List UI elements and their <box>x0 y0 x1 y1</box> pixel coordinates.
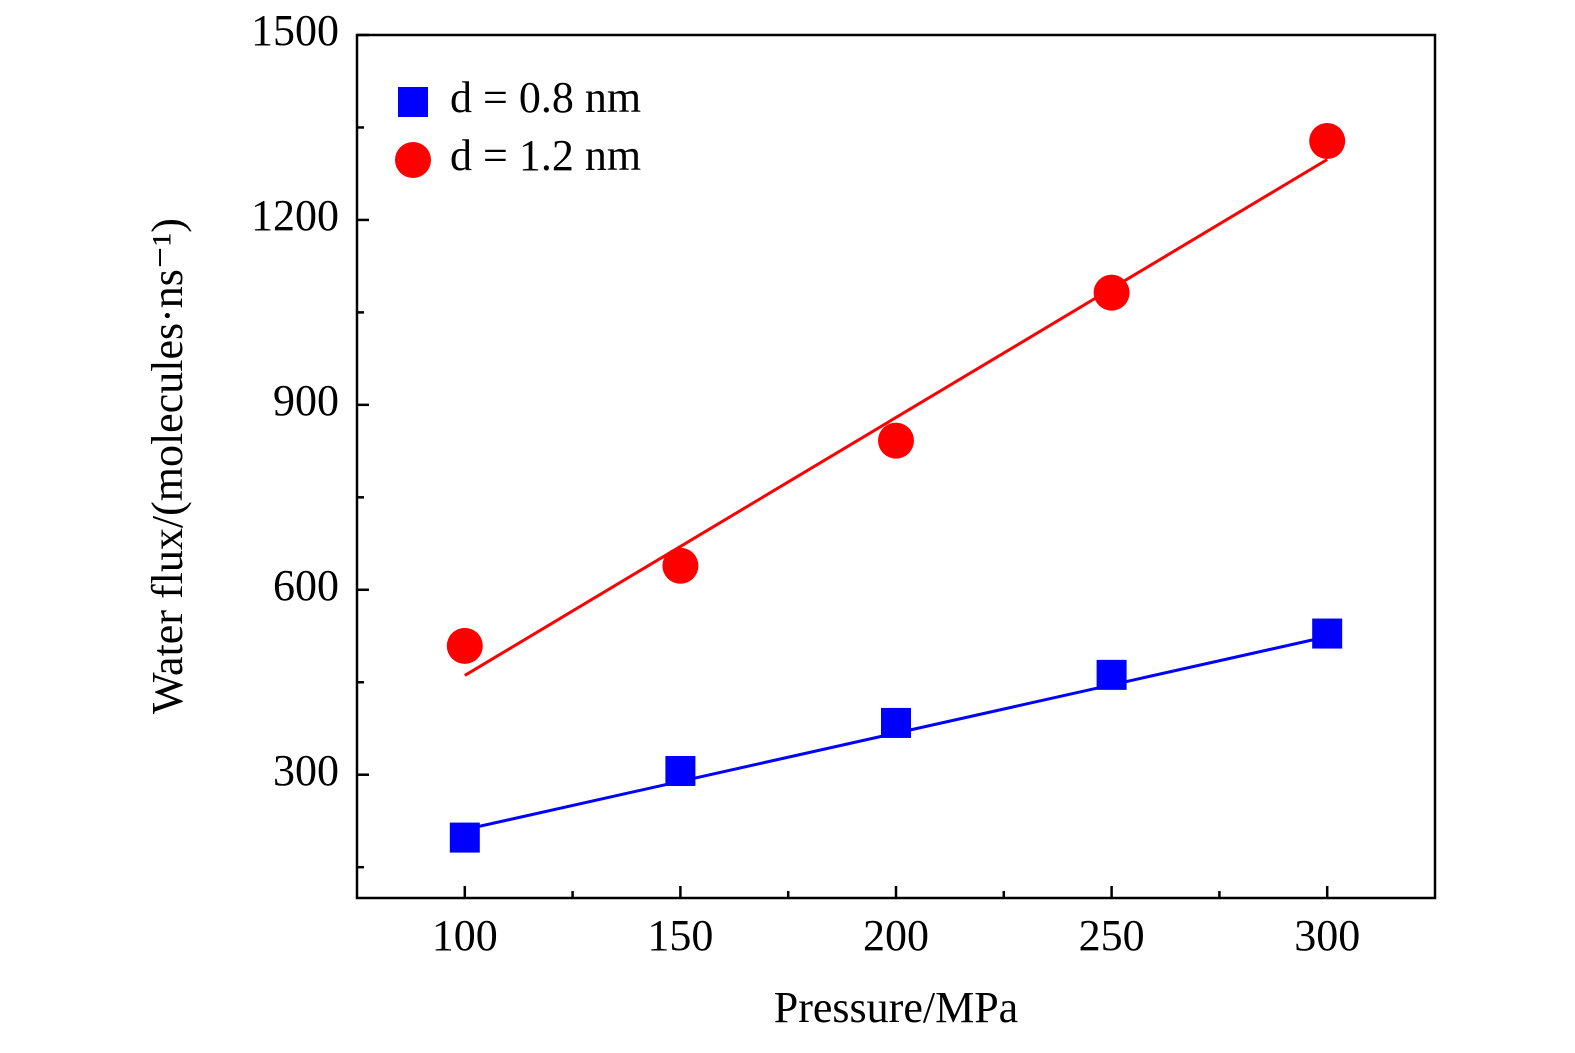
y-axis-label: Water flux/(molecules·ns⁻¹) <box>143 218 192 714</box>
marker <box>1093 274 1130 311</box>
marker <box>878 422 914 459</box>
x-tick-label: 200 <box>863 911 929 960</box>
x-axis-label: Pressure/MPa <box>774 983 1018 1032</box>
marker <box>881 707 911 738</box>
marker <box>395 142 431 178</box>
y-tick-label: 600 <box>273 561 339 610</box>
marker <box>1309 123 1346 160</box>
fit-line <box>464 158 1328 677</box>
marker <box>398 87 428 117</box>
y-tick-label: 1500 <box>251 6 339 55</box>
marker <box>1312 618 1343 649</box>
x-tick-label: 100 <box>432 911 498 960</box>
marker <box>449 822 480 853</box>
legend-label: d = 1.2 nm <box>450 131 641 180</box>
marker <box>446 627 483 664</box>
x-tick-label: 250 <box>1079 911 1145 960</box>
legend-label: d = 0.8 nm <box>450 73 641 122</box>
marker <box>662 547 699 584</box>
y-tick-label: 300 <box>273 746 339 795</box>
y-tick-label: 1200 <box>251 191 339 240</box>
y-tick-label: 900 <box>273 376 339 425</box>
x-tick-label: 150 <box>647 911 713 960</box>
x-tick-label: 300 <box>1294 911 1360 960</box>
marker <box>665 756 696 787</box>
marker <box>1096 659 1127 690</box>
